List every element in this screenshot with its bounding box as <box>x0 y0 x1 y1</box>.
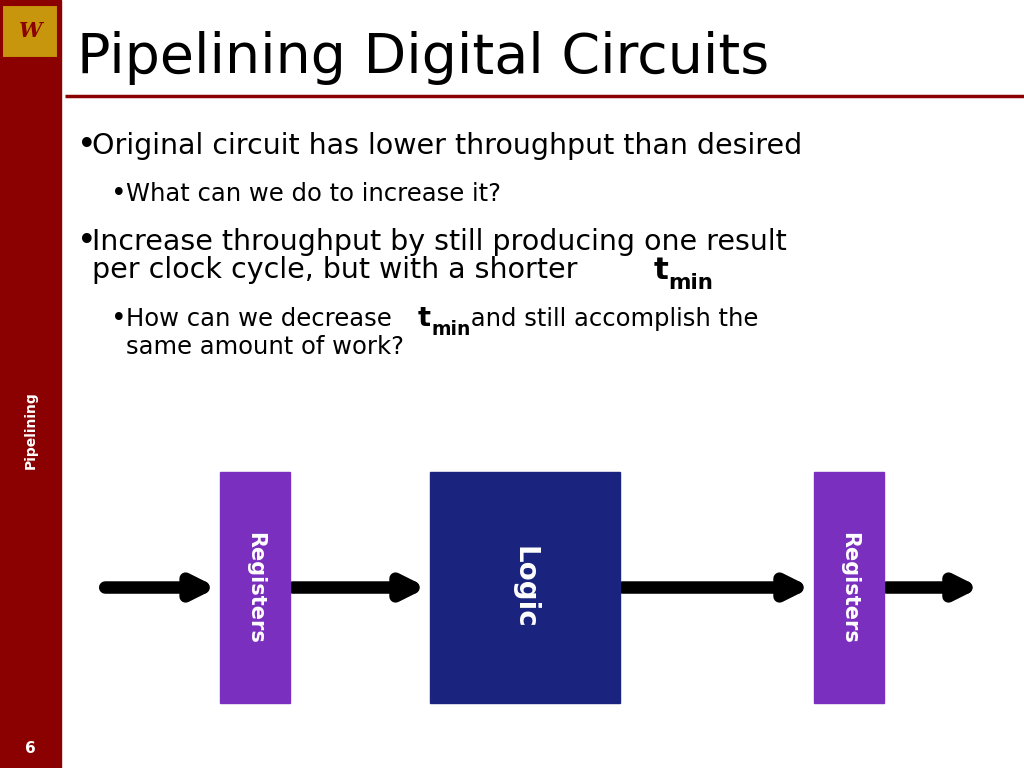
Text: Logic: Logic <box>511 546 539 629</box>
Text: •: • <box>111 180 126 207</box>
Text: and still accomplish the: and still accomplish the <box>463 306 758 331</box>
Text: Pipelining Digital Circuits: Pipelining Digital Circuits <box>77 31 769 84</box>
Bar <box>220 472 290 703</box>
Text: t: t <box>653 256 669 285</box>
Text: per clock cycle, but with a shorter: per clock cycle, but with a shorter <box>92 257 587 284</box>
Bar <box>430 472 620 703</box>
Bar <box>814 472 884 703</box>
Text: Registers: Registers <box>245 531 265 644</box>
Text: Registers: Registers <box>839 531 859 644</box>
Text: Increase throughput by still producing one result: Increase throughput by still producing o… <box>92 228 786 256</box>
Text: Original circuit has lower throughput than desired: Original circuit has lower throughput th… <box>92 132 803 160</box>
Text: •: • <box>77 226 96 258</box>
Bar <box>2 5 58 58</box>
Text: min: min <box>431 320 470 339</box>
Text: •: • <box>77 130 96 162</box>
Text: t: t <box>418 306 431 332</box>
Text: W: W <box>18 22 42 41</box>
Text: min: min <box>669 273 714 293</box>
Text: How can we decrease: How can we decrease <box>126 306 399 331</box>
Bar <box>0 0 61 768</box>
Text: What can we do to increase it?: What can we do to increase it? <box>126 181 501 206</box>
Text: 6: 6 <box>26 740 36 756</box>
Text: •: • <box>111 306 126 332</box>
Text: same amount of work?: same amount of work? <box>126 335 403 359</box>
Text: Pipelining: Pipelining <box>24 391 38 469</box>
